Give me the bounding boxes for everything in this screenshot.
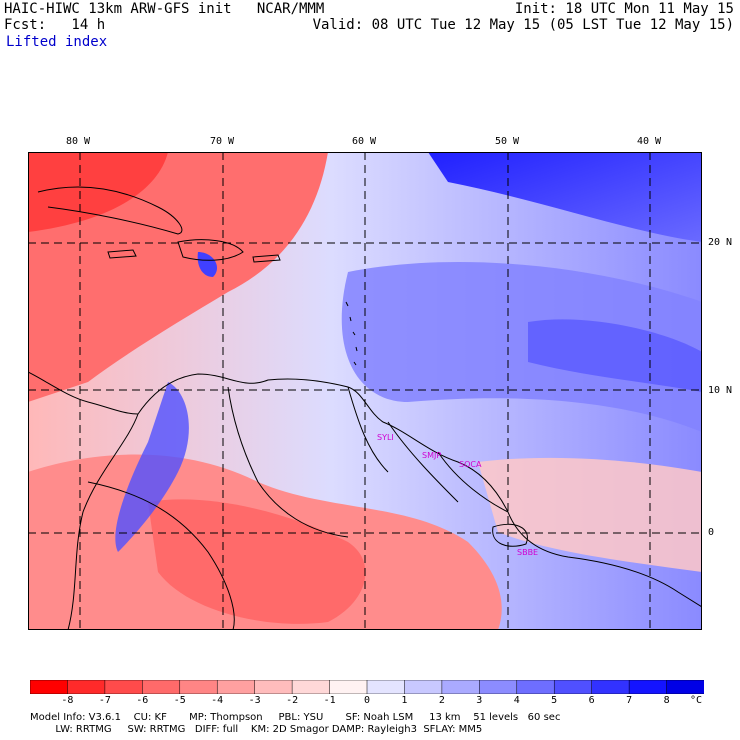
- coastlines: [28, 186, 702, 630]
- colorbar-swatch: [30, 680, 69, 694]
- colorbar-tick-label: -3: [248, 695, 261, 706]
- graticule: [28, 152, 702, 630]
- colorbar-tick-label: 0: [363, 695, 371, 706]
- colorbar-tick-label: -2: [286, 695, 299, 706]
- colorbar-swatch: [216, 680, 256, 694]
- colorbar-swatch: [553, 680, 593, 694]
- model-title: HAIC-HIWC 13km ARW-GFS init NCAR/MMM: [4, 1, 325, 17]
- colorbar-tick-label: 6: [588, 695, 595, 706]
- colorbar-swatch: [254, 680, 293, 694]
- colorbar-tick-label: 5: [551, 695, 558, 706]
- colorbar-swatch: [291, 680, 331, 694]
- init-time: Init: 18 UTC Mon 11 May 15: [514, 1, 734, 17]
- colorbar-tick-label: 7: [626, 695, 633, 706]
- colorbar-swatch: [104, 680, 144, 694]
- station-label-syli: SYLI: [377, 433, 394, 442]
- colorbar-swatch: [404, 680, 443, 694]
- lon-label-50w: 50 W: [495, 136, 520, 147]
- colorbar-tick-label: -7: [98, 695, 111, 706]
- station-label-sbbe: SBBE: [517, 548, 538, 557]
- colorbar-swatch: [67, 680, 106, 694]
- region-stable-andes: [115, 382, 189, 552]
- model-info-line2: LW: RRTMG SW: RRTMG DIFF: full KM: 2D Sm…: [30, 724, 483, 735]
- colorbar-tick-label: 8: [663, 695, 670, 706]
- colorbar: [30, 680, 704, 694]
- colorbar-tick-label: -5: [173, 695, 186, 706]
- lon-label-80w: 80 W: [66, 136, 91, 147]
- station-label-smjp: SMJP: [422, 451, 441, 460]
- colorbar-swatch: [142, 680, 181, 694]
- colorbar-swatch: [441, 680, 481, 694]
- lat-label-20n: 20 N: [708, 237, 733, 248]
- lon-label-40w: 40 W: [637, 136, 662, 147]
- colorbar-tick-label: -8: [61, 695, 74, 706]
- lat-label-10n: 10 N: [708, 385, 733, 396]
- region-strong-stable-ne: [428, 152, 702, 242]
- colorbar-swatch: [366, 680, 406, 694]
- lat-label-0: 0: [708, 527, 715, 538]
- region-unstable-caribbean: [28, 152, 328, 402]
- colorbar-swatch: [479, 680, 518, 694]
- colorbar-swatch: [516, 680, 555, 694]
- lon-label-70w: 70 W: [210, 136, 235, 147]
- colorbar-swatch: [628, 680, 668, 694]
- colorbar-tick-label: 1: [401, 695, 408, 706]
- colorbar-tick-label: -1: [323, 695, 336, 706]
- colorbar-swatch: [591, 680, 630, 694]
- colorbar-swatch: [179, 680, 218, 694]
- colorbar-tick-label: -4: [211, 695, 224, 706]
- model-info-line1: Model Info: V3.6.1 CU: KF MP: Thompson P…: [30, 712, 561, 723]
- forecast-hour: Fcst: 14 h: [4, 17, 106, 33]
- colorbar-tick-label: 2: [438, 695, 445, 706]
- colorbar-swatch: [329, 680, 368, 694]
- colorbar-tick-label: -6: [136, 695, 149, 706]
- colorbar-unit: °C: [690, 695, 703, 706]
- valid-time: Valid: 08 UTC Tue 12 May 15 (05 LST Tue …: [312, 17, 734, 33]
- colorbar-swatch: [666, 680, 704, 694]
- map-frame: [28, 152, 702, 630]
- lon-label-60w: 60 W: [352, 136, 377, 147]
- field-name: Lifted index: [6, 34, 108, 50]
- colorbar-tick-label: 4: [513, 695, 520, 706]
- colorbar-tick-label: 3: [476, 695, 483, 706]
- lifted-index-map: SYLI SMJP SOCA SBBE: [28, 152, 702, 630]
- station-label-soca: SOCA: [459, 460, 482, 469]
